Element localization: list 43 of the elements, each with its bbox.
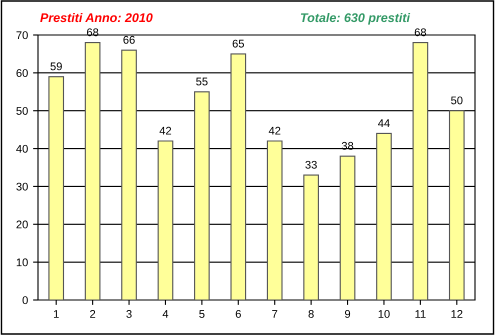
data-label: 33 (305, 160, 317, 169)
chart-title: Prestiti Anno: 2010 (40, 12, 153, 22)
x-tick-label: 8 (308, 310, 314, 318)
bar (340, 156, 356, 300)
data-label: 50 (451, 96, 463, 104)
bar (266, 140, 283, 300)
y-tick-label: 20 (16, 220, 28, 228)
data-label: 42 (268, 126, 280, 135)
bar (48, 76, 64, 300)
text: Totale: 630 prestiti (300, 12, 410, 25)
bar (303, 174, 319, 300)
x-tick-label: 4 (162, 310, 168, 318)
data-label: 44 (378, 119, 390, 127)
x-tick-label: 2 (90, 310, 96, 318)
bar (84, 42, 100, 300)
y-tick-label: 60 (16, 69, 28, 77)
bar (158, 140, 174, 300)
y-tick-label: 50 (16, 106, 28, 115)
bar (376, 132, 392, 300)
bar (412, 42, 428, 300)
data-label: 55 (196, 78, 208, 86)
y-tick-label: 10 (16, 258, 28, 266)
bar (194, 91, 210, 300)
bar (230, 53, 246, 300)
data-label: 66 (123, 36, 135, 44)
x-tick-label: 5 (199, 310, 204, 318)
x-tick-label: 1 (54, 310, 59, 318)
x-tick-label: 9 (344, 310, 350, 318)
bar (121, 50, 137, 300)
y-tick-label: 0 (22, 296, 28, 304)
x-tick-label: 12 (451, 310, 462, 318)
x-tick-label: 6 (236, 310, 241, 318)
data-label: 59 (50, 62, 62, 70)
y-tick-label: 40 (16, 144, 28, 153)
data-label: 65 (232, 40, 244, 48)
bar (448, 110, 465, 300)
x-tick-label: 3 (126, 310, 132, 318)
y-tick-label: 70 (16, 31, 28, 40)
x-tick-label: 11 (415, 310, 426, 318)
data-label: 42 (160, 126, 172, 135)
y-tick-label: 30 (16, 182, 28, 191)
x-tick-label: 10 (378, 310, 390, 318)
x-tick-label: 7 (272, 310, 278, 318)
